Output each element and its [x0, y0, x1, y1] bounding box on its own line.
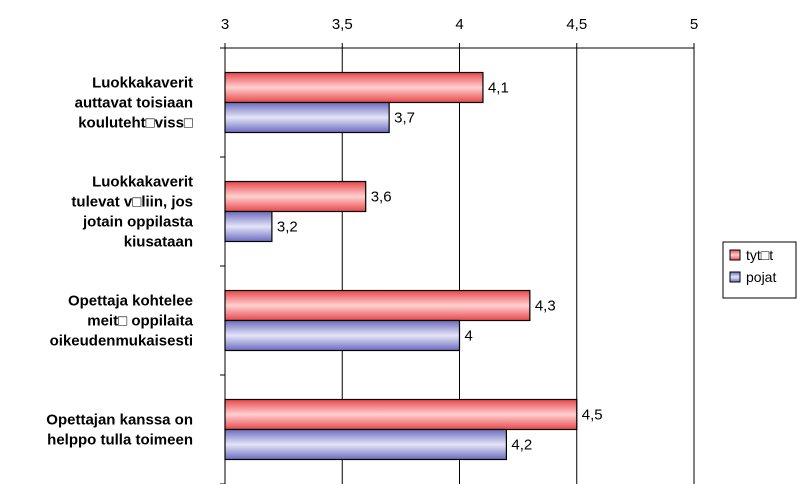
category-labels: Luokkakaverit auttavat toisiaan kouluteht□… — [46, 75, 193, 449]
category-label-line: meit□ oppilaita — [87, 313, 193, 330]
bar-tytot — [224, 180, 367, 213]
category-label: Opettaja kohtelee meit□ oppilaita oikeuden… — [50, 293, 194, 350]
bar-pojat — [224, 101, 390, 134]
category-label-line: jotain oppilasta — [82, 214, 194, 231]
category-label: Luokkakaverit tulevat v□liin, jos jotain o… — [71, 174, 193, 251]
category-label-line: Opettajan kanssa on — [46, 412, 193, 429]
category-label-line: helppo tulla toimeen — [47, 432, 193, 449]
data-label: 4,3 — [535, 298, 556, 315]
data-label: 4,5 — [582, 407, 603, 424]
legend-swatch — [729, 271, 741, 283]
value-axis: 3 3,5 4 4,5 5 — [220, 16, 698, 484]
x-tick-label: 4 — [455, 16, 463, 33]
category-label-line: Luokkakaverit — [92, 174, 193, 191]
x-tick-label: 3,5 — [332, 16, 353, 33]
category-label-line: tulevat v□liin, jos — [71, 194, 193, 211]
bar-pojat — [224, 428, 507, 461]
data-label: 3,7 — [394, 110, 415, 127]
bars: 4,1 3,7 3,6 3,2 4,3 4 4,5 4,2 — [224, 71, 603, 461]
data-label: 4,2 — [511, 437, 532, 454]
bar-pojat — [224, 210, 273, 243]
data-label: 3,2 — [277, 219, 298, 236]
legend-swatch — [729, 249, 741, 261]
legend-label: tyt□t — [746, 247, 773, 263]
x-tick-label: 4,5 — [566, 16, 587, 33]
bar-tytot — [224, 289, 531, 322]
category-label: Opettajan kanssa on helppo tulla toimeen — [46, 412, 193, 449]
category-label-line: oikeudenmukaisesti — [50, 333, 193, 350]
x-tick-label: 5 — [690, 16, 698, 33]
category-label-line: Opettaja kohtelee — [68, 293, 193, 310]
bar-tytot — [224, 71, 484, 104]
category-label-line: Luokkakaverit — [92, 75, 193, 92]
legend-label: pojat — [746, 269, 776, 285]
category-label: Luokkakaverit auttavat toisiaan kouluteht□… — [75, 75, 193, 132]
data-label: 4,1 — [488, 80, 509, 97]
data-label: 3,6 — [371, 189, 392, 206]
category-label-line: auttavat toisiaan — [75, 95, 193, 112]
bar-pojat — [224, 319, 461, 352]
bar-tytot — [224, 398, 578, 431]
x-tick-label: 3 — [221, 16, 229, 33]
legend: tyt□t pojat — [722, 241, 797, 299]
category-label-line: kouluteht□viss□ — [78, 115, 193, 132]
data-label: 4 — [465, 328, 473, 345]
category-label-line: kiusataan — [124, 234, 193, 251]
